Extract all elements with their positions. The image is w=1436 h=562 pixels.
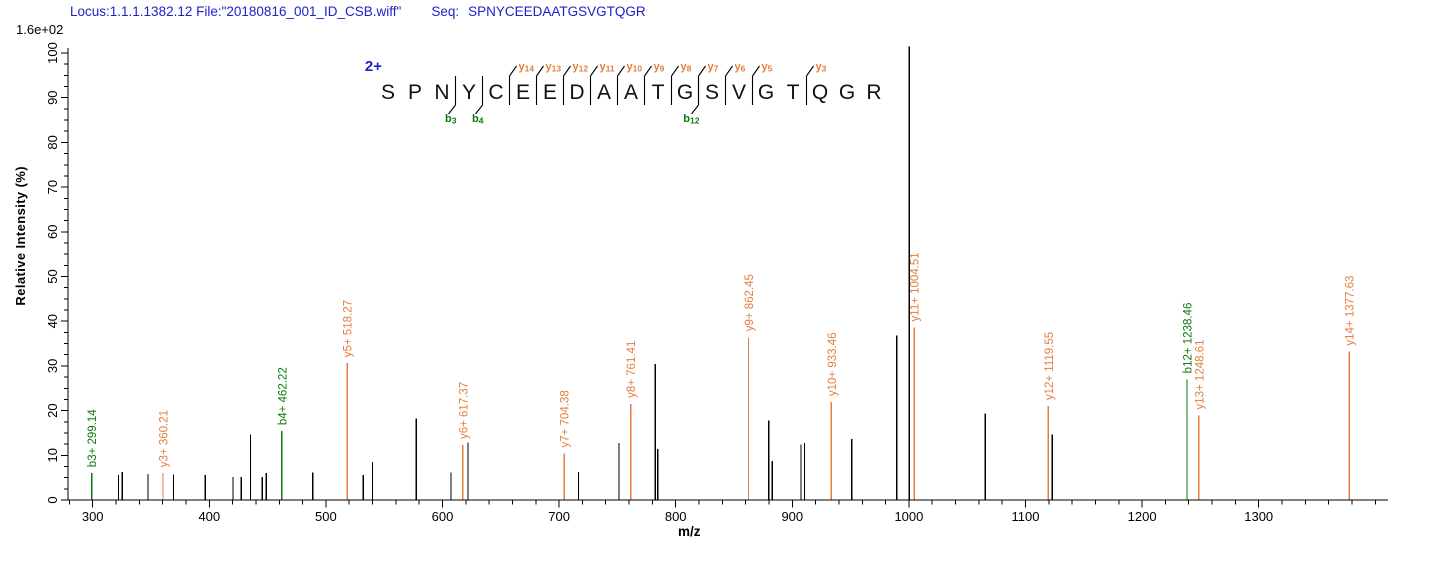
header-sequence: SPNYCEEDAATGSVGTQGR <box>468 4 646 19</box>
y-fragment-tick <box>725 65 733 77</box>
sequence-residue: Y <box>462 81 476 104</box>
y-fragment-tick <box>698 65 706 77</box>
peak-label: b3+ 299.14 <box>87 409 99 467</box>
peak-label: y9+ 862.45 <box>744 274 756 331</box>
x-axis-title: m/z <box>678 524 701 539</box>
sequence-residue: G <box>758 81 774 104</box>
peak-label: y7+ 704.38 <box>560 390 572 447</box>
x-tick-label: 900 <box>781 509 803 524</box>
y-tick-label: 80 <box>45 135 60 149</box>
locus-file-label: Locus:1.1.1.1382.12 File:"20180816_001_I… <box>70 4 402 19</box>
seq-label: Seq: <box>431 4 460 19</box>
sequence-residue: N <box>434 81 449 104</box>
max-intensity-label: 1.6e+02 <box>16 22 64 37</box>
x-tick-label: 1200 <box>1128 509 1157 524</box>
x-tick-label: 400 <box>198 509 220 524</box>
peak-label: y10+ 933.46 <box>827 332 839 396</box>
y-ion-label: y9 <box>654 61 665 74</box>
peak-label: b12+ 1238.46 <box>1182 303 1194 374</box>
charge-state: 2+ <box>365 58 382 75</box>
y-tick-label: 30 <box>45 359 60 373</box>
sequence-residue: S <box>381 81 395 104</box>
y-tick-label: 40 <box>45 314 60 328</box>
sequence-residue: D <box>569 81 584 104</box>
peak-label: b4+ 462.22 <box>277 367 289 425</box>
sequence-residue: G <box>677 81 693 104</box>
y-ion-label: y13 <box>546 61 562 74</box>
sequence-residue: T <box>652 81 665 104</box>
y-fragment-tick <box>617 65 625 77</box>
x-tick-label: 300 <box>82 509 104 524</box>
y-ion-label: y3 <box>816 61 827 74</box>
x-tick-label: 1000 <box>894 509 923 524</box>
sequence-residue: T <box>787 81 800 104</box>
sequence-residue: E <box>516 81 530 104</box>
peak-label: y6+ 617.37 <box>458 382 470 439</box>
y-tick-label: 10 <box>45 448 60 462</box>
y-ion-label: y7 <box>708 61 719 74</box>
b-ion-label: b12 <box>683 113 699 126</box>
y-fragment-tick <box>563 65 571 77</box>
x-tick-label: 600 <box>432 509 454 524</box>
b-fragment-tick <box>448 104 456 115</box>
b-fragment-tick <box>691 104 699 115</box>
y-ion-label: y8 <box>681 61 692 74</box>
y-ion-label: y10 <box>627 61 643 74</box>
y-fragment-tick <box>752 65 760 77</box>
sequence-residue: V <box>732 81 746 104</box>
y-tick-label: 0 <box>45 496 60 503</box>
x-tick-label: 1300 <box>1244 509 1273 524</box>
peak-labels: b3+ 299.14 y3+ 360.21 b4+ 462.22 y5+ 518.27… <box>87 252 1357 467</box>
y-tick-label: 100 <box>45 42 60 64</box>
sequence-residue: G <box>839 81 855 104</box>
b-fragment-tick <box>475 104 483 115</box>
y-ion-label: y12 <box>573 61 589 74</box>
header-line: Locus:1.1.1.1382.12 File:"20180816_001_I… <box>70 4 646 19</box>
peak-label: y5+ 518.27 <box>343 300 355 357</box>
y-tick-label: 60 <box>45 225 60 239</box>
y-tick-label: 70 <box>45 180 60 194</box>
sequence-residue: Q <box>812 81 828 104</box>
y-ion-label: y5 <box>762 61 773 74</box>
y-fragment-tick <box>509 65 517 77</box>
tick-marks <box>61 52 1376 508</box>
sequence-residue: C <box>488 81 503 104</box>
peak-label: y8+ 761.41 <box>626 341 638 398</box>
y-ion-label: y11 <box>600 61 615 74</box>
y-fragment-tick <box>806 65 814 77</box>
y-fragment-tick <box>671 65 679 77</box>
y-tick-label: 50 <box>45 269 60 283</box>
peak-label: y14+ 1377.63 <box>1345 276 1357 346</box>
y-fragment-tick <box>536 65 544 77</box>
peak-label: y11+ 1004.51 <box>910 252 922 321</box>
y-fragment-tick <box>590 65 598 77</box>
peak-label: y12+ 1119.55 <box>1044 332 1056 400</box>
sequence-residue: A <box>597 81 611 104</box>
peak-label: y13+ 1248.61 <box>1194 339 1206 409</box>
x-tick-label: 500 <box>315 509 337 524</box>
peaks <box>91 46 1350 500</box>
tick-labels: 300 400 500 600 700 800 900 1000 1100 1200 1300 0 10… <box>45 42 1273 524</box>
axes <box>67 48 1388 501</box>
b-ion-label: b3 <box>445 113 457 126</box>
sequence-residue: S <box>705 81 719 104</box>
x-tick-label: 700 <box>548 509 570 524</box>
x-tick-label: 800 <box>665 509 687 524</box>
sequence-residue: R <box>866 81 881 104</box>
y-ion-label: y6 <box>735 61 746 74</box>
y-tick-label: 90 <box>45 90 60 104</box>
sequence-residue: E <box>543 81 557 104</box>
y-tick-label: 20 <box>45 403 60 417</box>
y-ion-label: y14 <box>519 61 535 74</box>
x-tick-label: 1100 <box>1012 509 1040 524</box>
b-ion-label: b4 <box>472 113 484 126</box>
sequence-residue: P <box>408 81 422 104</box>
y-fragment-tick <box>644 65 652 77</box>
sequence-residue: A <box>624 81 638 104</box>
peak-label: y3+ 360.21 <box>158 410 170 467</box>
